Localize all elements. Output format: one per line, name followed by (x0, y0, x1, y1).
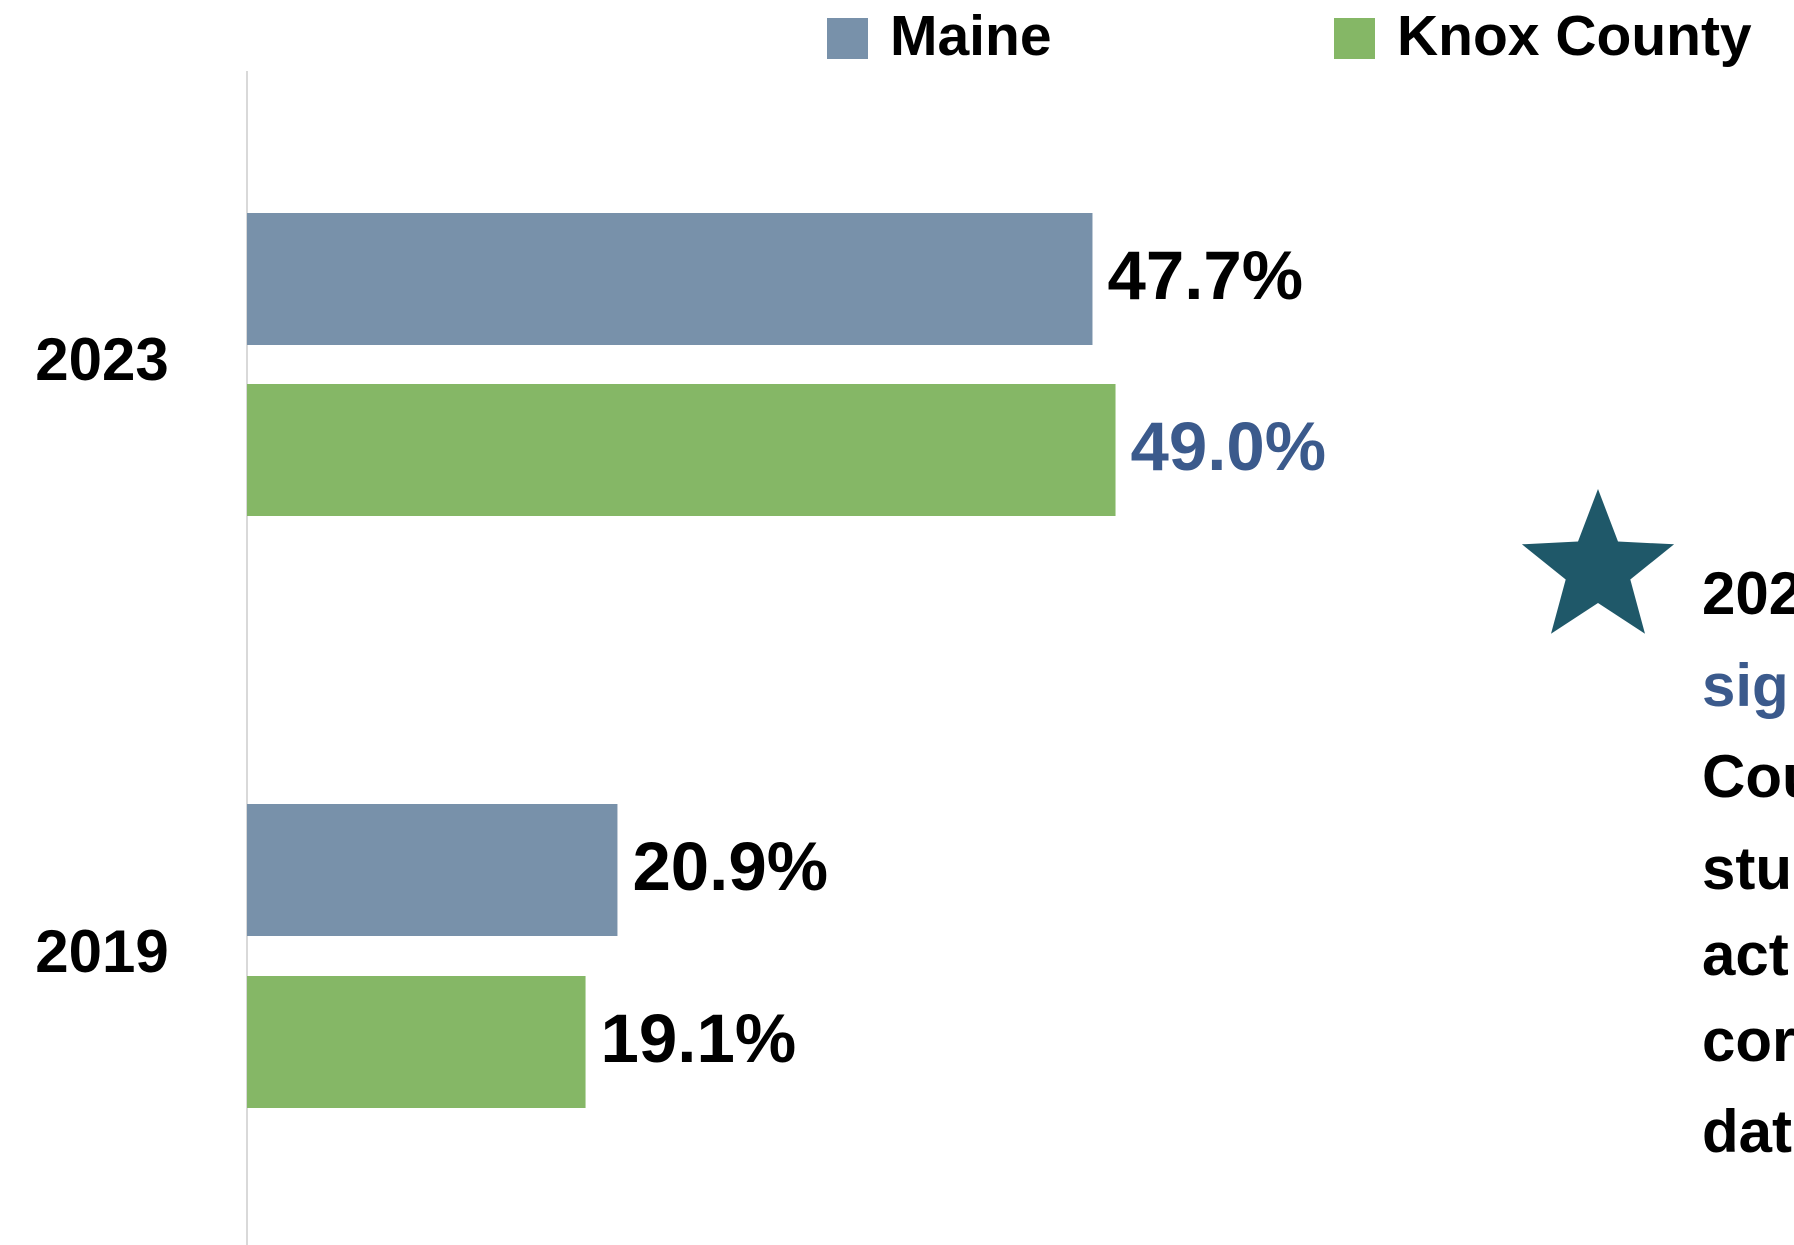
bar (247, 384, 1116, 516)
value-label: 49.0% (1131, 408, 1327, 485)
annotation-line: 202 (1702, 560, 1794, 627)
annotation-line: Cou (1702, 743, 1794, 810)
category-label: 2019 (35, 918, 168, 985)
legend-swatch (1334, 18, 1375, 59)
value-label: 19.1% (601, 1000, 797, 1077)
bar (247, 804, 618, 936)
annotation-line: sig (1702, 652, 1789, 719)
annotation-line: dat (1702, 1098, 1792, 1165)
star-icon (1521, 489, 1675, 634)
bar (247, 213, 1093, 345)
value-label: 47.7% (1107, 237, 1303, 314)
category-label: 2023 (35, 326, 168, 393)
legend-label: Maine (890, 4, 1052, 68)
value-label: 20.9% (632, 828, 828, 905)
legend-swatch (827, 18, 868, 59)
annotation-line: act (1702, 921, 1789, 988)
annotation-line: stu (1702, 835, 1792, 902)
annotation-line: cor (1702, 1007, 1794, 1074)
legend-label: Knox County (1397, 4, 1752, 68)
bar (247, 976, 586, 1108)
